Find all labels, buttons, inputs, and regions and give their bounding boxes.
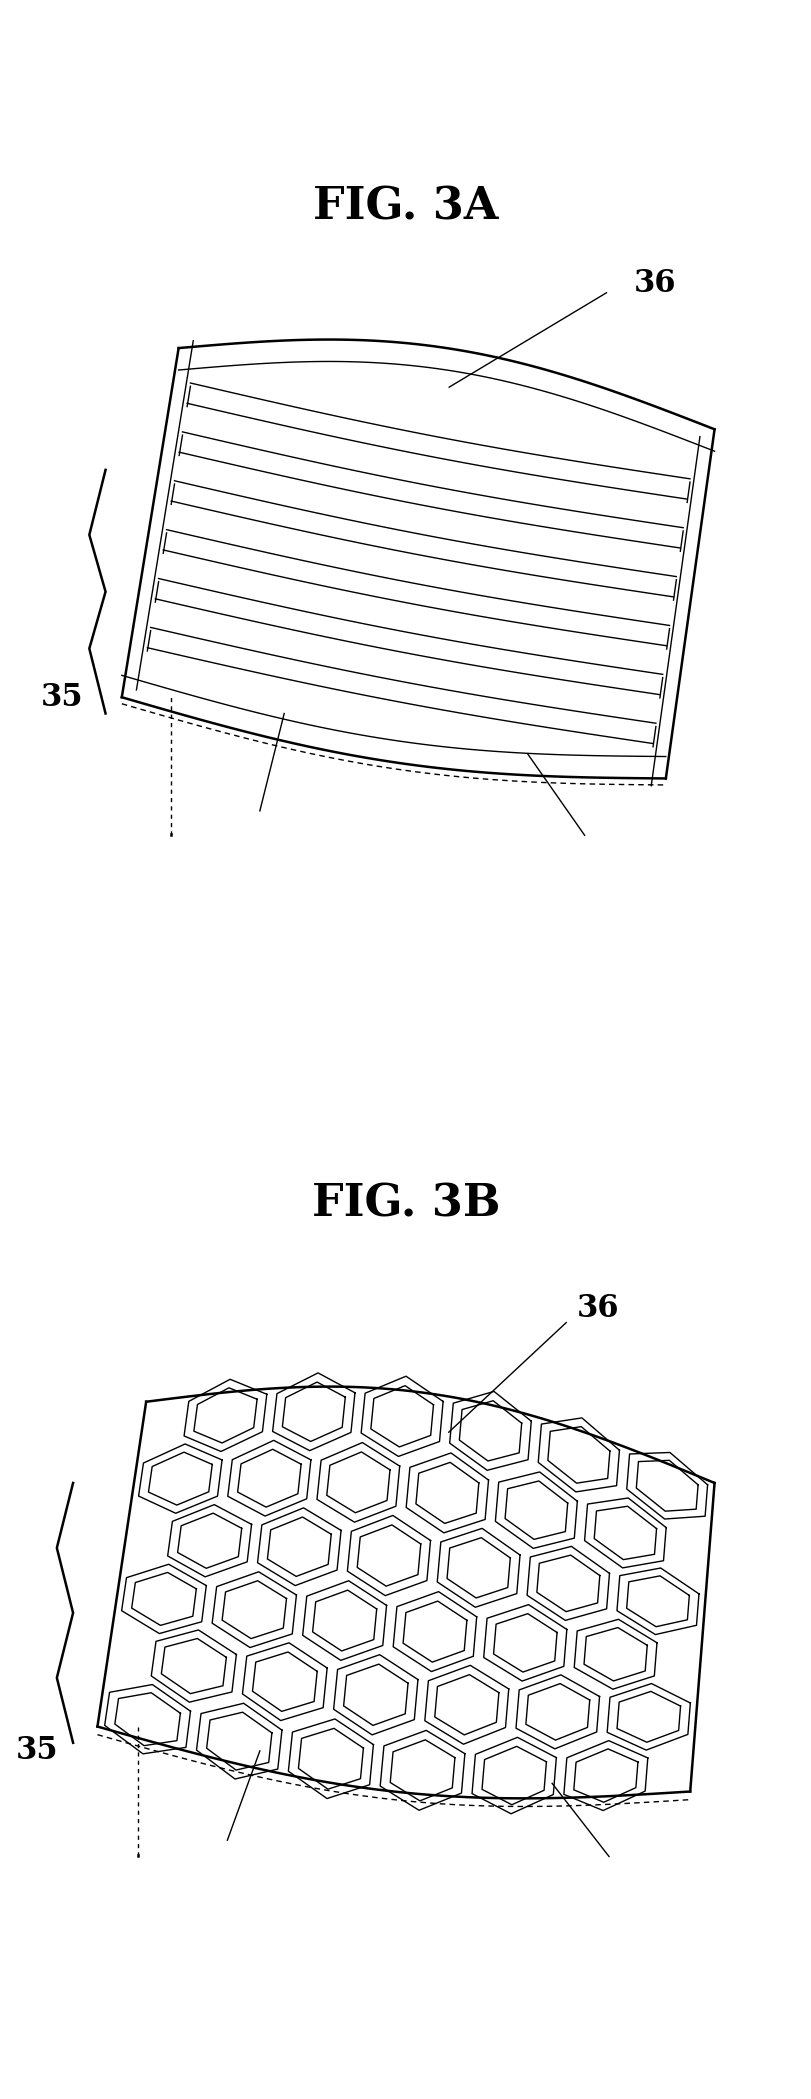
- Text: 36: 36: [633, 269, 675, 298]
- Text: 35: 35: [41, 682, 83, 714]
- Text: 36: 36: [576, 1293, 618, 1324]
- Text: 35: 35: [16, 1736, 58, 1767]
- Text: FIG. 3B: FIG. 3B: [311, 1182, 500, 1226]
- Text: FIG. 3A: FIG. 3A: [313, 185, 498, 229]
